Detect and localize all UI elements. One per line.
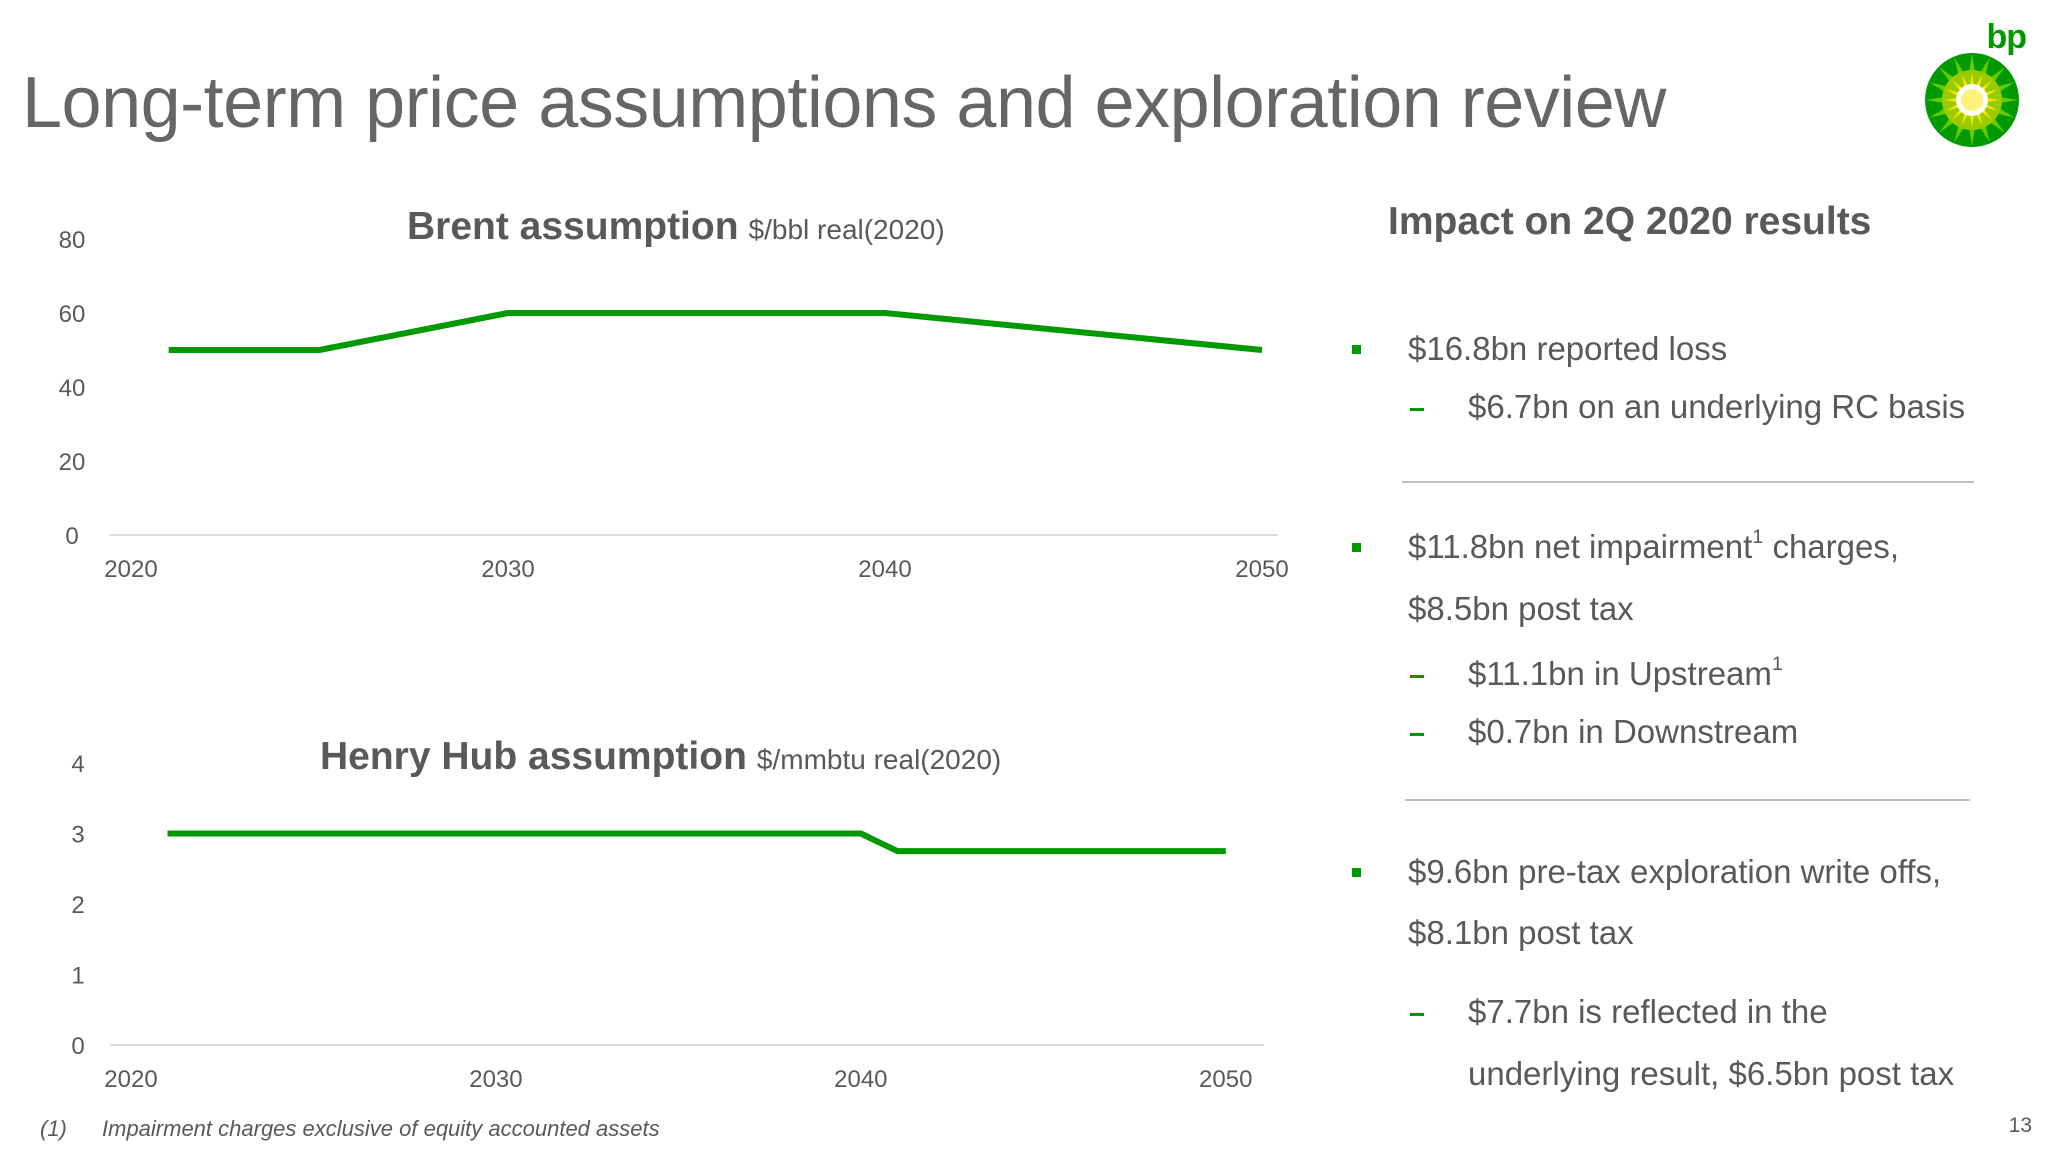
bullet-marker	[1352, 345, 1361, 354]
bullet-marker	[1352, 543, 1361, 552]
impact-bullet-impairment-post-tax: $8.5bn post tax	[1408, 590, 1634, 627]
dash-marker	[1410, 408, 1424, 411]
impact-bullet-exploration: $9.6bn pre-tax exploration write offs,	[1408, 853, 1942, 890]
footnote-text: Impairment charges exclusive of equity a…	[102, 1116, 660, 1141]
impact-sub-upstream: $11.1bn in Upstream1	[1468, 653, 1783, 693]
henry-hub-y-tick-label: 2	[71, 892, 84, 919]
impact-sub-underlying-result-cont: underlying result, $6.5bn post tax	[1468, 1055, 1955, 1092]
brent-series-line	[168, 310, 1263, 353]
henry-hub-x-tick-label: 2040	[834, 1066, 887, 1093]
dash-marker	[1410, 1013, 1424, 1016]
dash-marker	[1410, 733, 1424, 736]
bullet-marker	[1352, 868, 1361, 877]
henry-hub-x-tick-label: 2020	[104, 1066, 157, 1093]
page-number: 13	[2008, 1114, 2032, 1137]
impact-bullet-impairment: $11.8bn net impairment1 charges,	[1408, 526, 1900, 566]
impact-heading: Impact on 2Q 2020 results	[1388, 200, 1872, 243]
footnote-ref: 1	[1771, 653, 1783, 675]
henry-hub-y-tick-label: 4	[71, 751, 84, 778]
brent-y-tick-label: 40	[59, 375, 86, 402]
henry-hub-title-text: Henry Hub assumption	[320, 735, 747, 778]
footnote-marker: (1)	[40, 1116, 67, 1141]
henry-hub-chart: 0 1 2 3 4 2020 2030 2040 2050	[71, 751, 1264, 1093]
divider-1	[1402, 481, 1974, 483]
henry-hub-unit-text: $/mmbtu real(2020)	[756, 744, 1002, 775]
brent-x-tick-label: 2040	[858, 556, 911, 583]
brent-x-tick-label: 2050	[1235, 556, 1288, 583]
henry-hub-y-tick-label: 0	[71, 1033, 84, 1060]
divider-2	[1405, 799, 1970, 801]
brent-unit-text: $/bbl real(2020)	[748, 214, 945, 245]
henry-hub-x-tick-label: 2050	[1199, 1066, 1252, 1093]
henry-hub-chart-title: Henry Hub assumption $/mmbtu real(2020)	[320, 735, 1001, 779]
henry-hub-y-tick-label: 1	[71, 963, 84, 990]
impact-bullet-exploration-post-tax: $8.1bn post tax	[1408, 914, 1634, 951]
henry-hub-series-line	[167, 830, 1226, 855]
impact-sub-underlying-rc: $6.7bn on an underlying RC basis	[1468, 388, 1966, 425]
brent-x-tick-label: 2020	[104, 556, 157, 583]
impairment-text: $11.8bn net impairment	[1408, 528, 1753, 565]
brent-y-tick-label: 80	[59, 227, 86, 254]
brent-x-tick-label: 2030	[481, 556, 534, 583]
bp-logo: bp	[1916, 18, 2027, 152]
henry-hub-x-tick-label: 2030	[469, 1066, 522, 1093]
dash-marker	[1410, 675, 1424, 678]
helios-icon	[1925, 53, 2019, 147]
upstream-text: $11.1bn in Upstream	[1468, 655, 1772, 692]
impact-sub-underlying-result: $7.7bn is reflected in the	[1468, 993, 1828, 1030]
footnote-ref: 1	[1752, 526, 1764, 548]
impact-bullet-reported-loss: $16.8bn reported loss	[1408, 330, 1728, 367]
brent-y-tick-label: 60	[59, 301, 86, 328]
brent-title-text: Brent assumption	[407, 205, 739, 248]
brent-y-tick-label: 0	[65, 523, 78, 550]
slide-title: Long-term price assumptions and explorat…	[22, 63, 1666, 143]
brent-y-tick-label: 20	[59, 449, 86, 476]
bp-logo-text: bp	[1986, 18, 2027, 56]
impact-sub-downstream: $0.7bn in Downstream	[1468, 713, 1799, 750]
henry-hub-y-tick-label: 3	[71, 822, 84, 849]
impairment-text-end: charges,	[1763, 528, 1900, 565]
brent-chart-title: Brent assumption $/bbl real(2020)	[407, 205, 945, 249]
